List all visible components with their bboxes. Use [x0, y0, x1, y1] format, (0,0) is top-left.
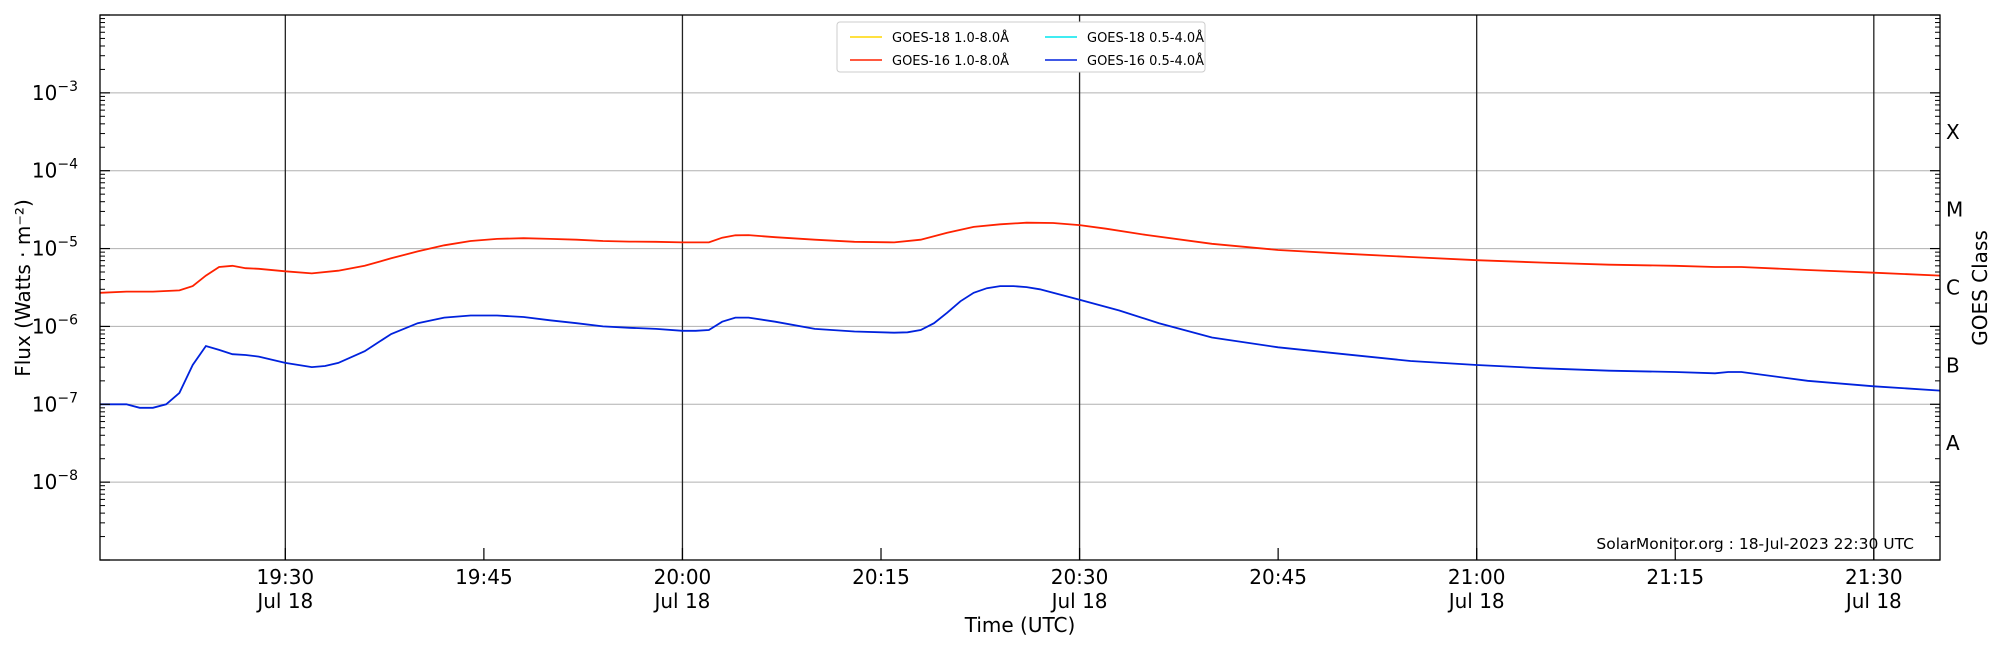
series-layer — [99, 221, 1941, 409]
series-line — [99, 221, 1941, 294]
x-tick-label: 20:15 — [852, 565, 910, 589]
y-tick-label: 10−6 — [32, 312, 78, 338]
y-tick-label-layer: 10−8 10−7 10−6 10−5 10−4 10−3 — [32, 79, 78, 494]
series-line — [100, 285, 1941, 409]
vertical-line-layer — [284, 15, 1875, 560]
x-tick-label: 21:15 — [1646, 565, 1704, 589]
goes-class-label: A — [1946, 431, 1960, 455]
goes-class-label-layer: A B C M X — [1946, 120, 1963, 455]
grid-layer — [100, 92, 1940, 483]
x-tick-date-label: Jul 18 — [652, 589, 710, 613]
x-tick-label: 20:30 — [1051, 565, 1109, 589]
x-tick-label: 20:00 — [654, 565, 712, 589]
goes-class-label: C — [1946, 276, 1960, 300]
y-tick-label: 10−3 — [32, 79, 78, 105]
x-tick-label: 19:45 — [455, 565, 513, 589]
y2-axis-title: GOES Class — [1968, 230, 1992, 346]
x-tick-label: 21:30 — [1845, 565, 1903, 589]
goes-class-label: M — [1946, 198, 1963, 222]
goes-class-label: X — [1946, 120, 1960, 144]
x-axis-title: Time (UTC) — [964, 613, 1076, 637]
x-tick-date-label: Jul 18 — [255, 589, 313, 613]
source-annotation: SolarMonitor.org : 18-Jul-2023 22:30 UTC — [1596, 535, 1914, 553]
y-tick-label: 10−5 — [32, 235, 78, 261]
legend-box — [836, 21, 1206, 73]
legend: GOES-18 1.0-8.0Å GOES-16 1.0-8.0Å GOES-18 … — [836, 21, 1206, 73]
legend-label: GOES-18 0.5-4.0Å — [1087, 30, 1204, 46]
y-axis-title: Flux (Watts · m⁻²) — [11, 199, 35, 377]
goes-class-label: B — [1946, 353, 1960, 377]
y-tick-label: 10−4 — [32, 157, 78, 183]
legend-label: GOES-18 1.0-8.0Å — [892, 30, 1009, 46]
x-tick-date-label: Jul 18 — [1447, 589, 1505, 613]
x-tick-label: 19:30 — [257, 565, 315, 589]
x-tick-date-label: Jul 18 — [1050, 589, 1108, 613]
legend-items: GOES-18 1.0-8.0Å GOES-16 1.0-8.0Å GOES-18 … — [850, 30, 1204, 69]
x-tick-label: 21:00 — [1448, 565, 1506, 589]
plot-frame — [99, 14, 1941, 561]
legend-label: GOES-16 0.5-4.0Å — [1087, 53, 1204, 69]
legend-label: GOES-16 1.0-8.0Å — [892, 53, 1009, 69]
y-tick-label: 10−7 — [32, 390, 78, 416]
tick-layer — [100, 14, 1940, 561]
x-tick-label: 20:45 — [1249, 565, 1307, 589]
y-tick-label: 10−8 — [32, 468, 78, 494]
x-tick-date-label: Jul 18 — [1844, 589, 1902, 613]
